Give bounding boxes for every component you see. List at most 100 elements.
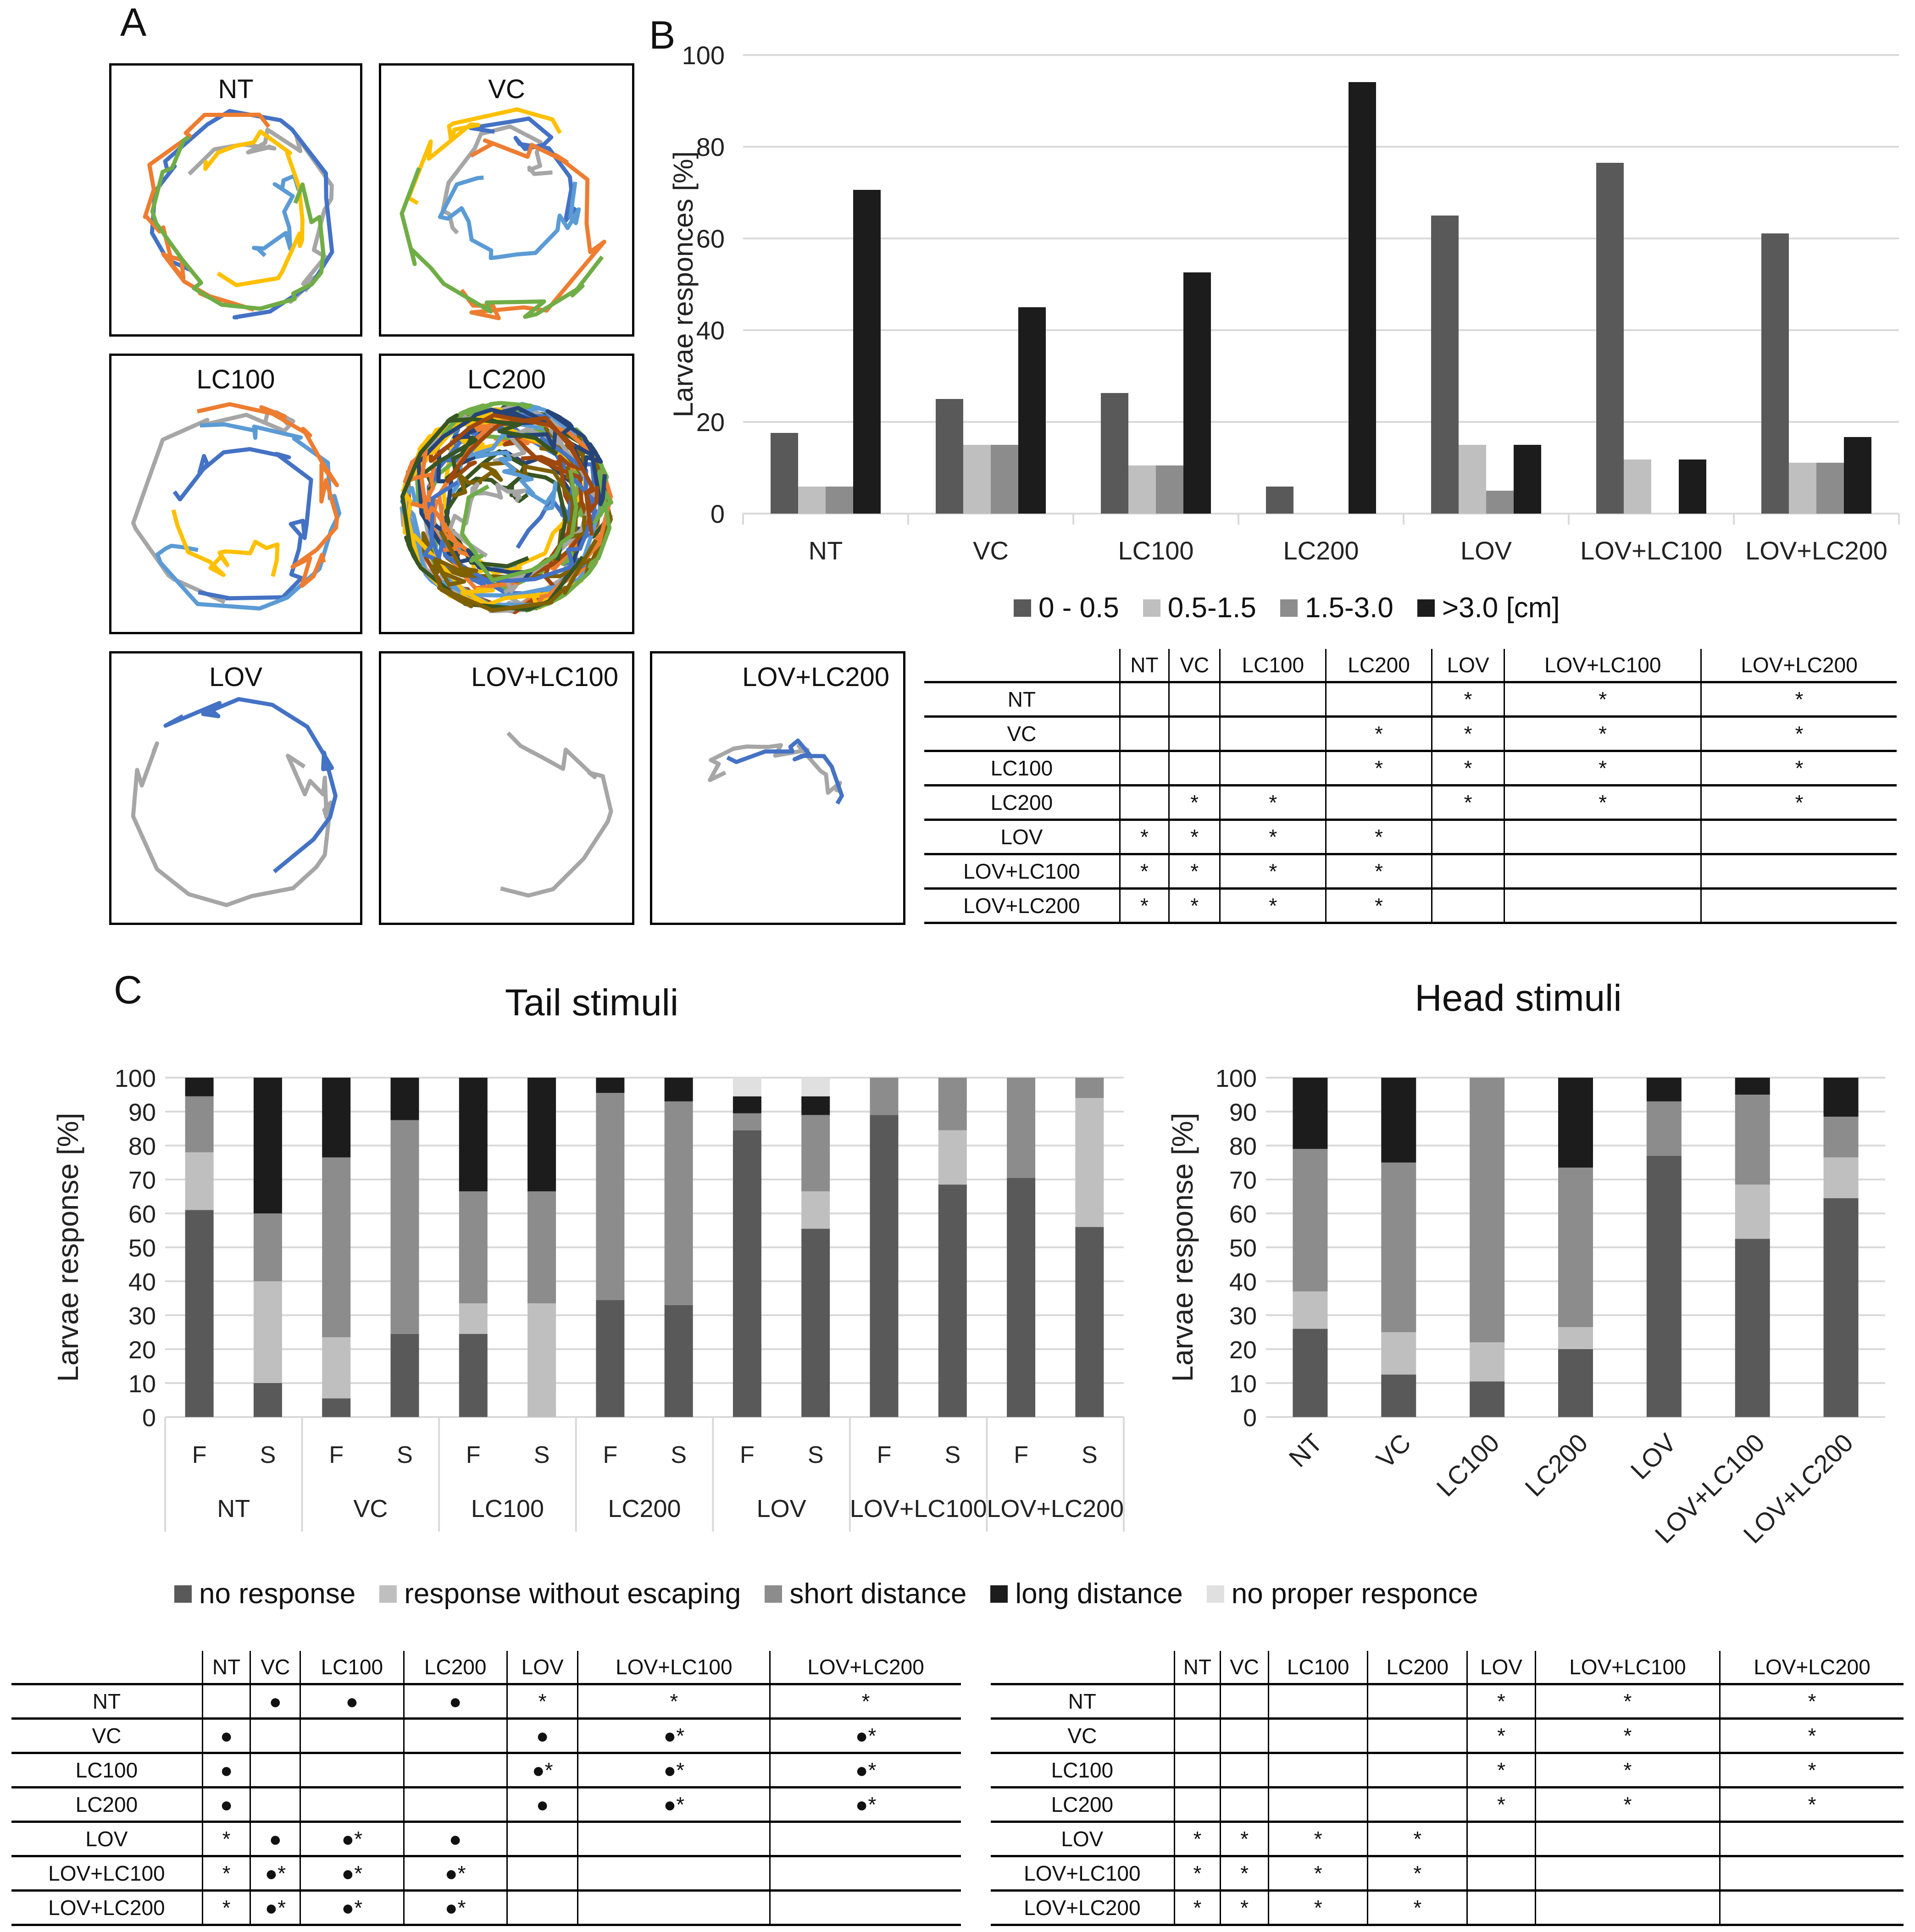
table-cell — [300, 1787, 404, 1823]
bar-segment — [596, 1300, 625, 1417]
table-cell — [769, 1856, 961, 1892]
x-tick-label: VC — [973, 536, 1009, 565]
table-cell: * — [1173, 1856, 1221, 1892]
table-header-row: NT VC LC100 LC200 LOV LOV+LC100 LOV+LC200 — [991, 1651, 1904, 1685]
table-cell — [506, 1890, 578, 1926]
bar-segment — [390, 1078, 419, 1120]
x-tick-label: S — [671, 1442, 687, 1468]
bar-segment — [1075, 1078, 1104, 1098]
x-tick-label: F — [740, 1442, 755, 1468]
y-tick-label: 20 — [696, 408, 725, 437]
track-box-lc100: LC100 — [109, 354, 362, 634]
bar-segment — [1735, 1078, 1770, 1095]
bar-segment — [1007, 1178, 1036, 1417]
bar-segment — [870, 1115, 899, 1417]
table-cell: ●* — [506, 1753, 578, 1788]
table-row: LOV * ● ●* ● — [11, 1821, 961, 1857]
trajectory-plot — [708, 738, 844, 805]
table-cell: ● — [403, 1821, 507, 1857]
trajectory-path — [155, 422, 342, 611]
bar-segment — [253, 1281, 282, 1383]
table-corner — [991, 1651, 1175, 1685]
table-row-header: NT — [11, 1684, 203, 1720]
bar-segment — [1735, 1095, 1770, 1185]
trajectory-path — [506, 409, 607, 507]
table-corner — [11, 1651, 203, 1685]
table-cell: * — [1504, 751, 1701, 786]
table-cell: ● — [506, 1718, 578, 1754]
bar-segment — [1646, 1101, 1682, 1156]
table-col-header: LOV+LC100 — [1504, 649, 1701, 683]
table-cell: * — [1325, 751, 1432, 786]
table-col-header: LC200 — [1367, 1651, 1467, 1685]
x-tick-label: S — [1082, 1442, 1098, 1468]
y-tick-label: 50 — [1229, 1234, 1257, 1262]
table-cell — [1119, 751, 1169, 786]
x-tick-label: LC100 — [1118, 536, 1193, 565]
legend-swatch — [990, 1585, 1008, 1603]
table-cell — [769, 1821, 961, 1857]
table-cell: ●* — [577, 1718, 770, 1754]
table-cell — [506, 1856, 578, 1892]
table-row-header: LOV — [991, 1821, 1175, 1857]
significance-table-b: NT VC LC100 LC200 LOV LOV+LC100 LOV+LC200 NT * * *… — [924, 649, 1897, 924]
bar-segment — [938, 1130, 967, 1185]
bar-segment — [1381, 1332, 1416, 1375]
table-row: LOV * * * * — [924, 819, 1897, 855]
bar-segment — [1558, 1168, 1593, 1327]
table-cell: * — [1466, 1753, 1536, 1788]
bar-segment — [459, 1191, 488, 1304]
bar-segment — [801, 1191, 830, 1229]
trajectory-path — [468, 116, 578, 223]
trajectory-path — [252, 173, 303, 257]
bar-segment — [1558, 1349, 1593, 1417]
x-tick-label: S — [944, 1442, 960, 1468]
table-row-header: VC — [991, 1718, 1175, 1754]
x-group-label: VC — [353, 1495, 388, 1522]
bar — [771, 433, 798, 514]
x-tick-label: S — [260, 1442, 276, 1468]
table-cell — [577, 1890, 770, 1926]
table-cell: * — [1325, 819, 1432, 855]
table-cell — [1119, 785, 1169, 821]
y-tick-label: 0 — [1243, 1404, 1257, 1432]
x-group-label: LOV+LC100 — [850, 1495, 987, 1522]
x-group-label: NT — [217, 1495, 250, 1522]
table-cell — [1220, 1787, 1269, 1823]
table-col-header: VC — [250, 1651, 300, 1685]
track-label: LOV+LC200 — [742, 662, 889, 692]
bar-segment — [1075, 1227, 1104, 1417]
table-row: LC200 * * * * * — [924, 785, 1897, 821]
bar — [1266, 487, 1293, 514]
table-cell: * — [1267, 1856, 1368, 1892]
bar-segment — [733, 1096, 761, 1113]
table-cell: * — [1534, 1718, 1720, 1754]
y-tick-label: 10 — [1229, 1370, 1257, 1398]
table-row: LOV+LC100 * * * * — [924, 854, 1897, 890]
table-cell: * — [1504, 682, 1701, 718]
bar — [853, 190, 881, 514]
legend-label: no response — [199, 1578, 356, 1610]
table-row-header: LC200 — [11, 1787, 203, 1823]
y-tick-label: 60 — [128, 1201, 156, 1228]
bar — [1459, 445, 1486, 514]
table-cell — [1119, 682, 1169, 718]
trajectory-path — [460, 469, 578, 582]
table-cell: ●* — [769, 1718, 961, 1754]
table-row: LC100 * * * — [991, 1753, 1904, 1788]
y-tick-label: 40 — [696, 316, 725, 345]
panel-letter-c: C — [114, 968, 143, 1012]
bar-segment — [1823, 1117, 1859, 1157]
bar-segment — [596, 1078, 625, 1093]
y-tick-label: 80 — [696, 133, 725, 161]
table-col-header: LC200 — [1325, 649, 1432, 683]
table-col-header: LOV+LC200 — [1719, 1651, 1904, 1685]
table-cell — [1367, 1718, 1467, 1754]
table-row: LOV+LC100 * ●* ●* ●* — [11, 1856, 961, 1892]
table-row: NT * * * — [924, 682, 1897, 718]
trajectory-path — [475, 450, 558, 511]
table-cell: * — [1367, 1890, 1467, 1926]
trajectory-path — [406, 107, 562, 205]
trajectory-path — [428, 413, 599, 536]
table-row-header: LOV — [924, 819, 1120, 855]
